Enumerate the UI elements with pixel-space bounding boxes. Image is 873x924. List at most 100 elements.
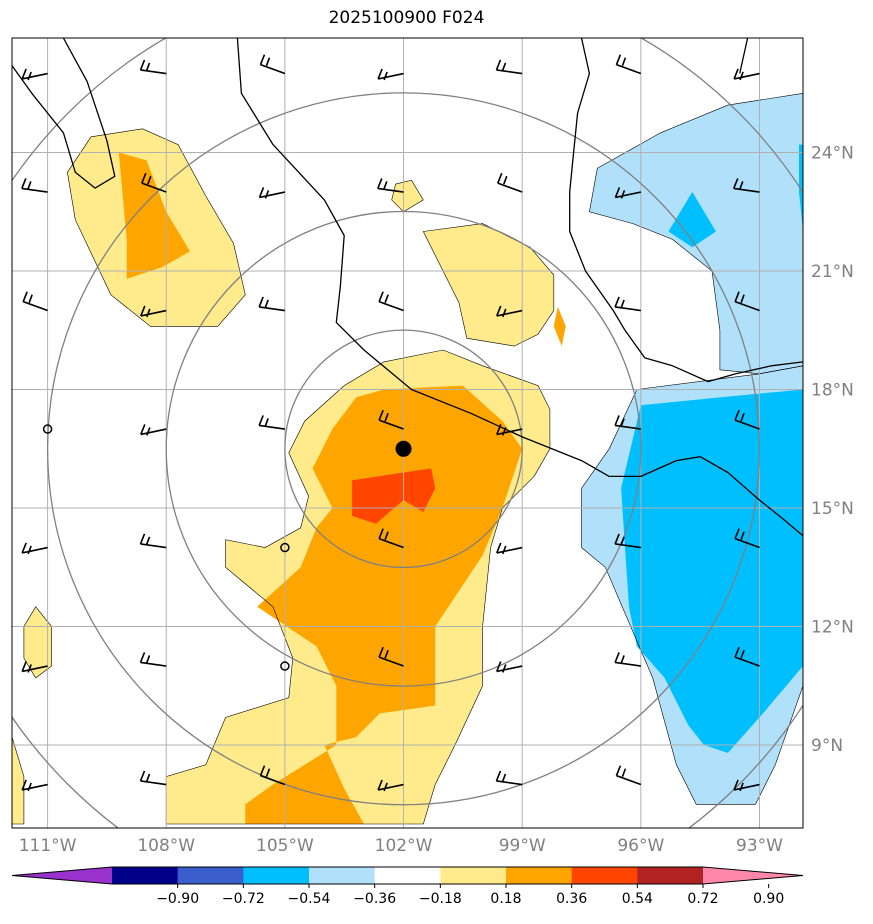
- shade-0.18-west-edge-outline: [12, 737, 25, 825]
- shade-0.18-sw: [23, 606, 52, 678]
- barb-flag: [621, 57, 627, 66]
- colorbar-extend-high: [703, 867, 803, 884]
- barb-flag: [740, 649, 745, 659]
- colorbar-outline: [11, 866, 804, 885]
- barb-flag: [21, 68, 27, 80]
- x-tick-label: 93°W: [736, 836, 783, 856]
- coastline-east: [739, 38, 749, 74]
- barb-flag: [140, 305, 146, 317]
- barb-staff: [496, 780, 523, 786]
- barb-staff: [496, 69, 523, 75]
- colorbar-tick-label: 0.54: [622, 891, 653, 907]
- wind-barb: [21, 178, 48, 193]
- barb-staff: [378, 537, 404, 549]
- wind-barb: [258, 296, 286, 312]
- shade-neg0.18-pacific-outline: [581, 365, 803, 805]
- barb-staff: [140, 69, 167, 75]
- barb-flag: [502, 664, 507, 673]
- barb-flag: [734, 646, 740, 658]
- barb-flag: [264, 190, 270, 199]
- x-tick-label: 102°W: [375, 836, 433, 856]
- shade-neg0.36-east: [799, 144, 803, 232]
- colorbar-segment: [506, 867, 573, 884]
- chart-title: 2025100900 F024: [328, 8, 485, 28]
- barb-flag: [139, 533, 146, 545]
- wind-barb: [378, 646, 404, 667]
- barb-flag: [495, 770, 502, 782]
- shade-neg0.36-gulf: [668, 192, 716, 248]
- wind-barb: [139, 652, 167, 667]
- barb-flag: [501, 773, 507, 783]
- barb-flag: [740, 294, 745, 303]
- barb-staff: [733, 187, 760, 193]
- colorbar-tick-label: −0.36: [353, 891, 396, 907]
- colorbar-tick-label: 0.36: [556, 891, 587, 907]
- barb-flag: [614, 652, 620, 663]
- barb-flag: [147, 175, 152, 185]
- wind-barb: [614, 652, 641, 667]
- wind-barb: [734, 528, 760, 549]
- barb-flag: [27, 782, 32, 792]
- barb-flag: [378, 291, 384, 302]
- barb-staff: [616, 774, 642, 786]
- barb-flag: [496, 542, 502, 554]
- barb-staff: [734, 656, 760, 667]
- barb-staff: [22, 300, 48, 312]
- wind-barb: [734, 291, 760, 312]
- barb-flag: [615, 54, 622, 65]
- wind-barb: [733, 178, 760, 193]
- wind-barb: [378, 409, 404, 430]
- x-tick-label: 96°W: [617, 836, 664, 856]
- barb-staff: [377, 187, 404, 193]
- barb-flag: [384, 294, 389, 303]
- range-ring: [165, 210, 642, 687]
- shade-0.18-west-edge: [12, 737, 24, 824]
- x-tick-label: 108°W: [137, 836, 195, 856]
- y-tick-label: 18°N: [811, 381, 854, 401]
- wind-barb: [21, 68, 48, 81]
- colorbar-tick-label: 0.18: [490, 891, 521, 907]
- barb-flag: [383, 782, 388, 792]
- barb-staff: [614, 424, 641, 430]
- barb-staff: [141, 182, 167, 193]
- wind-barb: [495, 770, 523, 786]
- colorbar-segment: [374, 867, 441, 884]
- shade-0.36-speck: [553, 306, 566, 347]
- barb-staff: [21, 72, 48, 80]
- barb-flag: [21, 779, 27, 791]
- barb-flag: [139, 770, 146, 782]
- barb-flag: [383, 181, 388, 190]
- barb-flag: [141, 172, 147, 184]
- barb-flag: [733, 68, 739, 80]
- coastlines: [12, 38, 803, 537]
- barb-staff: [496, 428, 523, 436]
- coastline-mainland: [236, 38, 803, 537]
- colorbar-tick-label: −0.90: [156, 891, 199, 907]
- barb-flag: [258, 296, 264, 308]
- barb-flag: [21, 178, 27, 189]
- x-tick-label: 111°W: [19, 836, 77, 856]
- barb-flag: [27, 545, 32, 555]
- wind-barb: [139, 59, 167, 75]
- colorbar-segment: [571, 867, 638, 884]
- barb-flag: [738, 181, 744, 190]
- barb-flag: [377, 178, 383, 189]
- barb-staff: [616, 63, 642, 75]
- barb-flag: [496, 661, 502, 672]
- barb-flag: [502, 545, 507, 555]
- wind-barb: [258, 187, 286, 199]
- barb-staff: [377, 72, 404, 80]
- barb-flag: [265, 57, 271, 66]
- barb-flag: [614, 415, 620, 426]
- barb-flag: [739, 71, 744, 81]
- barb-flag: [27, 71, 32, 81]
- barb-flag: [497, 172, 503, 184]
- colorbar-tick-label: 0.72: [687, 891, 718, 907]
- barb-staff: [378, 300, 404, 312]
- barb-flag: [503, 175, 508, 185]
- barb-staff: [21, 783, 48, 791]
- wind-barb: [378, 291, 404, 312]
- wind-barb: [734, 409, 760, 430]
- barb-flag: [614, 187, 621, 198]
- wind-barb: [733, 68, 760, 81]
